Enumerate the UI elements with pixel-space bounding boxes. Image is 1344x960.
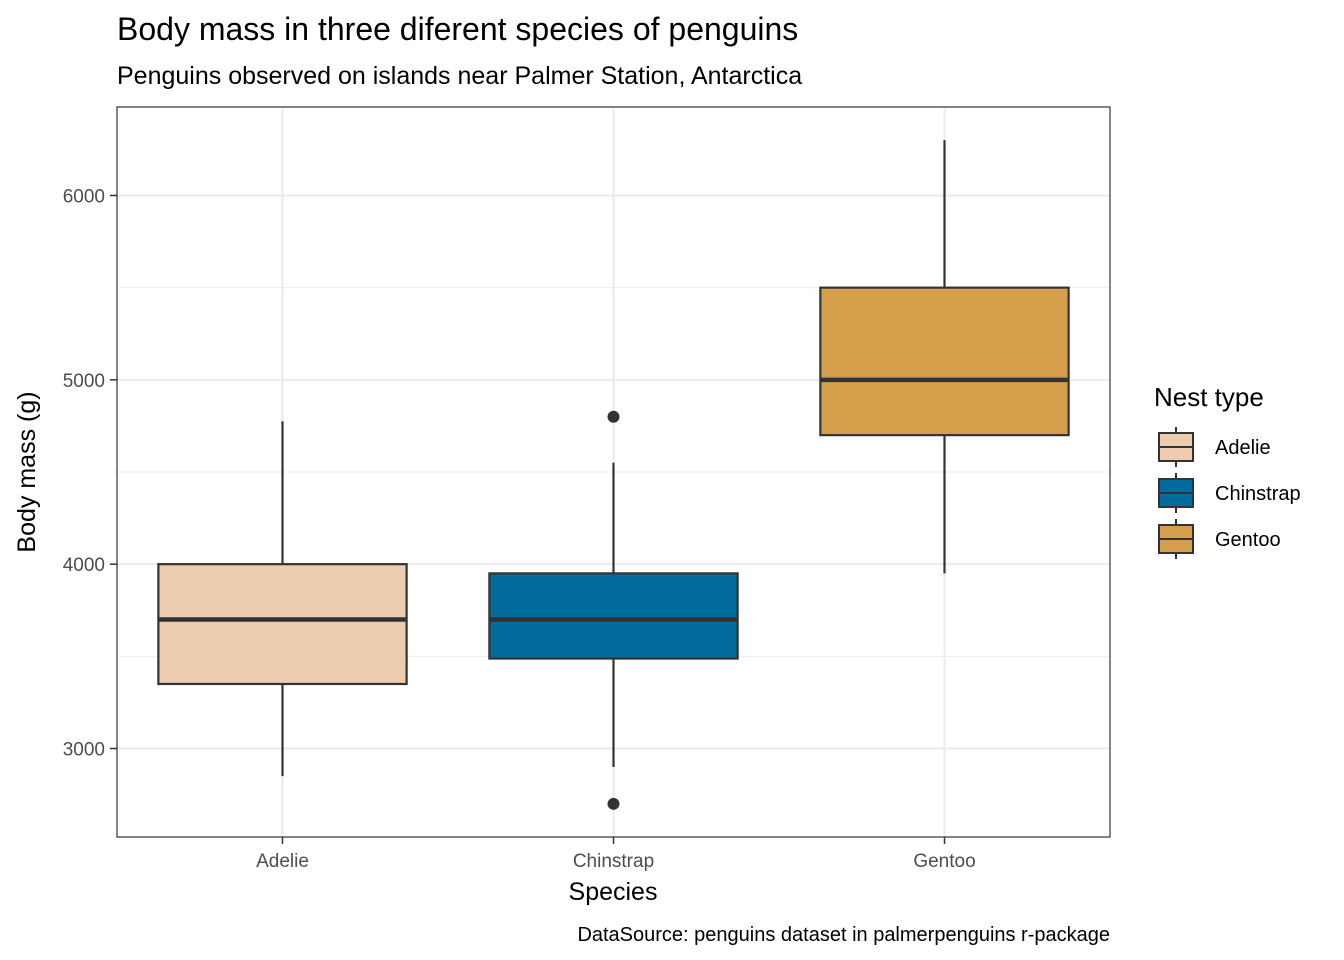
plot-panel: 3000 4000 5000 6000 Adelie Chinstrap Gentoo [63,106,1111,872]
y-tick-label: 5000 [63,371,105,392]
chart-caption: DataSource: penguins dataset in palmerpe… [577,924,1110,946]
x-tick-label: Gentoo [913,851,975,872]
y-tick-label: 6000 [63,186,105,207]
box-gentoo [819,286,1070,437]
box-chinstrap [488,572,739,660]
x-axis-title: Species [569,878,658,906]
y-tick-label: 3000 [63,740,105,761]
box-adelie [157,563,408,686]
outlier-point-chinstrap [607,410,620,423]
outlier-point-chinstrap [607,797,620,810]
y-tick-label: 4000 [63,555,105,576]
legend-title: Nest type [1154,382,1264,412]
x-tick-label: Adelie [256,851,309,872]
y-axis-title: Body mass (g) [13,391,41,552]
chart-subtitle: Penguins observed on islands near Palmer… [117,62,802,90]
legend-label-chinstrap: Chinstrap [1215,483,1301,505]
x-tick-label: Chinstrap [573,851,654,872]
legend: Nest type Adelie Chinstrap Gentoo [1154,382,1301,559]
legend-label-gentoo: Gentoo [1215,529,1281,551]
legend-label-adelie: Adelie [1215,437,1271,459]
chart-title: Body mass in three diferent species of p… [117,11,798,47]
